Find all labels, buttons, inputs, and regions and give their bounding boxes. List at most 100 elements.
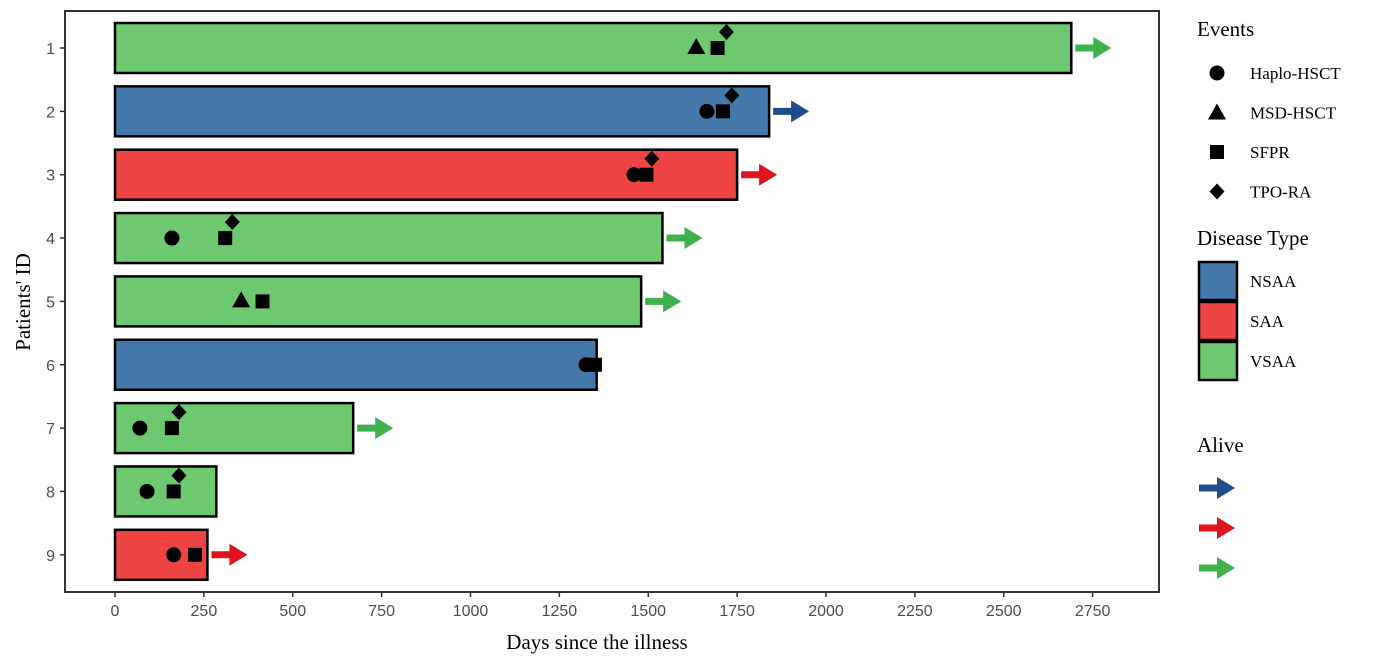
x-tick-label-1000: 1000	[453, 603, 489, 620]
event-tpo-ra-patient-7	[171, 404, 187, 421]
x-tick-label-1250: 1250	[542, 603, 578, 620]
alive-arrow-patient-4	[666, 227, 703, 250]
legend-event-label: MSD-HSCT	[1250, 104, 1337, 123]
legend-alive-arrow-vsaa-icon	[1199, 557, 1235, 579]
event-msd-hsct-patient-5	[232, 291, 251, 308]
legend-alive-arrow-saa-icon	[1199, 517, 1235, 539]
legend-events-title: Events	[1197, 17, 1254, 41]
event-haplo-hsct-patient-4	[164, 230, 180, 246]
y-tick-label-6: 6	[46, 358, 55, 375]
event-sfpr-patient-2	[715, 104, 730, 119]
x-tick-label-250: 250	[191, 603, 218, 620]
y-tick-label-1: 1	[46, 41, 55, 58]
alive-arrow-patient-4-head	[684, 227, 703, 250]
legend-disease-label: NSAA	[1250, 272, 1297, 291]
legend-alive-title: Alive	[1197, 433, 1244, 457]
alive-arrows-layer	[211, 37, 1112, 566]
alive-arrow-patient-7	[357, 417, 394, 440]
y-tick-label-2: 2	[46, 104, 55, 121]
bar-patient-8	[113, 465, 218, 518]
legend: Events Haplo-HSCT MSD-HSCT SFPR TPO-RA Dise…	[1197, 17, 1341, 579]
legend-event-label: TPO-RA	[1250, 183, 1312, 202]
alive-arrow-patient-3-head	[759, 163, 778, 186]
legend-disease-label: SAA	[1250, 312, 1285, 331]
bar-patient-4	[113, 211, 664, 265]
alive-arrow-patient-7-head	[375, 417, 394, 440]
event-haplo-hsct-patient-3	[626, 167, 642, 183]
legend-events: Haplo-HSCT MSD-HSCT SFPR TPO-RA	[1208, 64, 1341, 202]
x-axis-title: Days since the illness	[506, 630, 687, 654]
legend-alive-arrow-saa-icon-head	[1217, 517, 1235, 539]
event-tpo-ra-patient-8	[171, 467, 187, 484]
event-sfpr-patient-5	[255, 294, 270, 309]
y-tick-label-8: 8	[46, 484, 55, 501]
x-tick-label-1500: 1500	[630, 603, 666, 620]
alive-arrow-patient-2	[773, 100, 810, 123]
legend-event-label: Haplo-HSCT	[1250, 64, 1341, 83]
event-haplo-hsct-patient-9	[166, 547, 182, 563]
event-msd-hsct-patient-1	[687, 38, 706, 54]
legend-alive-arrow-nsaa-icon-head	[1217, 477, 1235, 499]
legend-disease-types: NSAA SAA VSAA	[1197, 260, 1297, 382]
y-tick-label-7: 7	[46, 421, 55, 438]
bar-patient-6	[113, 338, 598, 391]
event-sfpr-patient-1	[710, 41, 725, 55]
legend-swatch-nsaa	[1197, 260, 1239, 302]
alive-arrow-patient-1	[1075, 37, 1112, 59]
bar-patient-5	[113, 275, 643, 328]
legend-alive-arrow-nsaa-icon	[1199, 477, 1235, 499]
event-haplo-hsct-patient-2	[699, 103, 715, 119]
bar-patient-9	[113, 528, 209, 582]
alive-arrow-patient-2-head	[791, 100, 810, 123]
legend-disease-title: Disease Type	[1197, 226, 1309, 250]
event-sfpr-patient-9	[187, 547, 202, 562]
x-tick-label-0: 0	[111, 603, 120, 620]
legend-swatch-saa	[1197, 300, 1239, 342]
x-tick-label-2000: 2000	[808, 603, 844, 620]
legend-alive-arrows	[1199, 477, 1235, 579]
x-tick-label-500: 500	[279, 603, 306, 620]
event-sfpr-patient-8	[166, 484, 181, 499]
x-tick-label-2750: 2750	[1075, 603, 1111, 620]
legend-disease-label: VSAA	[1250, 352, 1297, 371]
bars-layer	[113, 21, 1073, 582]
legend-tpo-ra-diamond-icon	[1209, 183, 1225, 200]
legend-haplo-hsct-circle-icon	[1209, 65, 1225, 81]
event-sfpr-patient-6	[587, 357, 602, 372]
x-tick-label-1750: 1750	[719, 603, 755, 620]
legend-sfpr-square-icon	[1210, 145, 1224, 159]
bar-patient-1	[113, 21, 1073, 75]
x-tick-label-750: 750	[368, 603, 395, 620]
event-tpo-ra-patient-4	[224, 214, 240, 231]
alive-arrow-patient-5-head	[663, 290, 682, 313]
alive-arrow-patient-9-head	[229, 543, 248, 566]
alive-arrow-patient-1-head	[1093, 37, 1112, 59]
y-axis: 1 2 3 4 5 6 7 8 9	[46, 41, 65, 565]
bar-patient-2	[113, 85, 771, 138]
event-sfpr-patient-3	[639, 167, 654, 182]
legend-alive-arrow-vsaa-icon-head	[1217, 557, 1235, 579]
x-tick-label-2250: 2250	[897, 603, 933, 620]
event-tpo-ra-patient-1	[718, 24, 734, 40]
y-tick-label-5: 5	[46, 294, 55, 311]
event-sfpr-patient-7	[164, 421, 179, 436]
legend-event-label: SFPR	[1250, 143, 1290, 162]
legend-msd-hsct-triangle-icon	[1208, 103, 1226, 120]
x-tick-label-2500: 2500	[986, 603, 1022, 620]
event-haplo-hsct-patient-7	[132, 420, 148, 436]
y-tick-label-4: 4	[46, 231, 55, 248]
y-axis-title: Patients' ID	[11, 253, 35, 351]
event-tpo-ra-patient-3	[644, 150, 660, 167]
alive-arrow-patient-9	[211, 543, 248, 566]
alive-arrow-patient-5	[645, 290, 682, 313]
event-haplo-hsct-patient-8	[139, 483, 155, 499]
events-layer	[132, 24, 740, 563]
y-tick-label-3: 3	[46, 168, 55, 185]
alive-arrow-patient-3	[741, 163, 778, 186]
y-tick-label-9: 9	[46, 548, 55, 565]
x-axis: 0 250 500 750 1000 1250 1500 1750 2000 2250 2500 27…	[111, 592, 1111, 620]
bar-patient-7	[113, 401, 355, 455]
event-sfpr-patient-4	[218, 231, 233, 246]
legend-swatch-vsaa	[1197, 340, 1239, 382]
